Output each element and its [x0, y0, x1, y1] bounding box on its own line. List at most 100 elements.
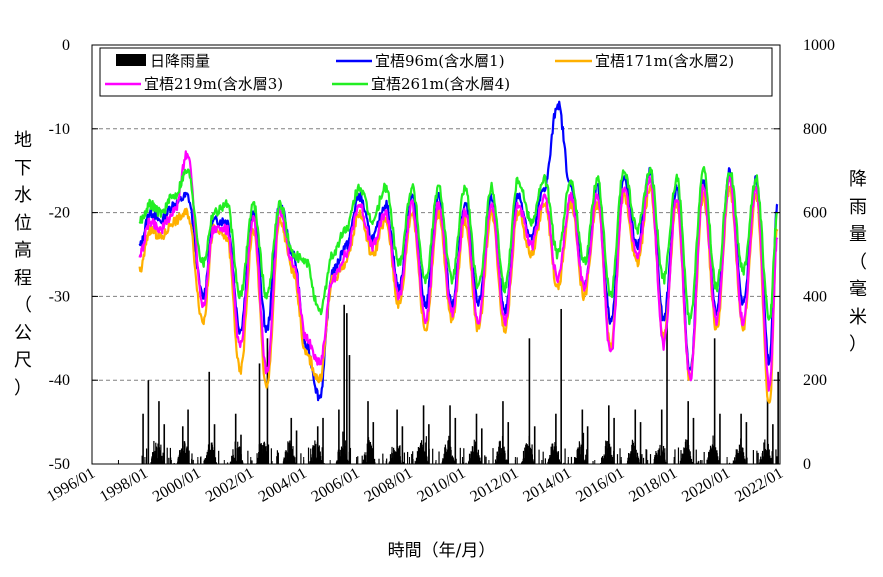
legend-label-96m: 宜梧96m(含水層1): [375, 52, 505, 70]
legend-swatch-rain: [116, 54, 146, 66]
rain-bar: [741, 447, 743, 464]
rain-bar: [256, 453, 258, 464]
rain-peak-bar: [181, 426, 184, 464]
rain-bar: [191, 453, 193, 464]
rain-bar: [765, 452, 767, 464]
rain-bar: [267, 444, 270, 464]
rain-bar: [664, 448, 666, 464]
rain-bar: [659, 455, 661, 464]
rain-bar: [760, 458, 762, 464]
rain-bar: [659, 444, 661, 464]
rain-bar: [619, 448, 621, 464]
rain-bar: [173, 462, 175, 464]
rain-bar: [154, 450, 156, 464]
rain-bar: [420, 444, 422, 464]
rain-bar: [498, 446, 500, 464]
rain-bar: [549, 454, 551, 464]
rain-bar: [153, 452, 155, 464]
rain-bar: [444, 447, 446, 464]
rain-bar: [286, 452, 288, 464]
rain-bar: [357, 456, 359, 464]
rain-bar: [432, 448, 434, 464]
rain-bar: [215, 462, 218, 464]
rain-peak-bar: [713, 338, 716, 464]
rain-bar: [484, 455, 486, 464]
rain-bar: [339, 449, 341, 464]
rain-bar: [205, 459, 207, 464]
rain-bar: [467, 461, 470, 464]
rain-bar: [601, 457, 603, 464]
rain-bar: [734, 460, 736, 464]
rain-bar: [425, 442, 427, 464]
rain-peak-bar: [766, 396, 769, 464]
rain-bar: [544, 458, 547, 464]
rain-bar: [382, 453, 384, 464]
rain-bar: [459, 447, 461, 464]
rain-bar: [426, 456, 428, 464]
rain-peak-bar: [777, 371, 779, 464]
rain-bar: [307, 447, 310, 464]
rain-bar: [453, 459, 455, 464]
rain-bar: [538, 449, 540, 464]
rain-bar: [603, 454, 605, 464]
y-right-tick-label: 800: [803, 121, 827, 138]
rain-bar: [205, 455, 208, 464]
rain-bar: [525, 444, 527, 464]
rain-bar: [737, 453, 739, 464]
rain-peak-bar: [475, 413, 478, 464]
rain-bar: [374, 462, 376, 464]
rain-bar: [362, 459, 365, 464]
rain-bar: [559, 462, 561, 464]
rain-bar: [744, 460, 746, 464]
rain-bar: [674, 449, 676, 464]
rain-peak-bar: [634, 409, 637, 464]
rain-bar: [706, 461, 708, 464]
rain-bar: [399, 445, 401, 464]
rain-bar: [684, 448, 686, 464]
rain-bar: [661, 451, 664, 464]
rain-bar: [612, 461, 614, 464]
rain-bar: [605, 440, 607, 464]
x-axis-title: 時間（年/月）: [387, 541, 496, 561]
rain-bar: [231, 455, 233, 464]
rain-bar: [214, 457, 217, 464]
rain-bar: [633, 460, 635, 464]
rain-bar: [386, 458, 388, 464]
rain-bar: [442, 458, 444, 464]
rain-bar: [547, 459, 550, 464]
rain-bar: [685, 450, 687, 464]
rain-peak-bar: [338, 409, 340, 464]
y-right-tick-label: 1000: [803, 37, 835, 54]
rain-bar: [153, 440, 155, 464]
rain-bar: [341, 448, 343, 464]
rain-bar: [516, 457, 518, 464]
rain-bar: [522, 450, 525, 464]
rain-bar: [411, 453, 413, 464]
rain-bar: [570, 456, 573, 464]
rain-bar: [480, 461, 482, 464]
rain-bar: [450, 449, 452, 464]
rain-peak-bar: [187, 409, 189, 464]
rain-bar: [423, 455, 426, 464]
rain-bar: [505, 459, 507, 464]
rain-bar: [577, 447, 579, 464]
rain-peak-bar: [428, 424, 430, 464]
rain-bar: [394, 457, 396, 464]
rain-bar: [680, 458, 682, 464]
rain-bar: [442, 458, 445, 464]
rain-bar: [697, 461, 699, 464]
rain-bar: [160, 444, 162, 464]
rain-peak-bar: [660, 409, 663, 464]
rain-bar: [766, 449, 768, 464]
rain-bar: [554, 442, 556, 464]
rain-bar: [503, 446, 505, 464]
y-axis-left-title: 地下水位高程（公尺）: [14, 130, 32, 399]
rain-bar: [416, 451, 419, 464]
rain-bar: [738, 444, 741, 464]
rain-bar: [691, 461, 694, 464]
rain-bar: [630, 451, 632, 464]
rain-bar: [696, 462, 698, 464]
rain-bar: [499, 441, 501, 464]
rain-bar: [226, 462, 229, 464]
rain-peak-bar: [533, 426, 536, 464]
